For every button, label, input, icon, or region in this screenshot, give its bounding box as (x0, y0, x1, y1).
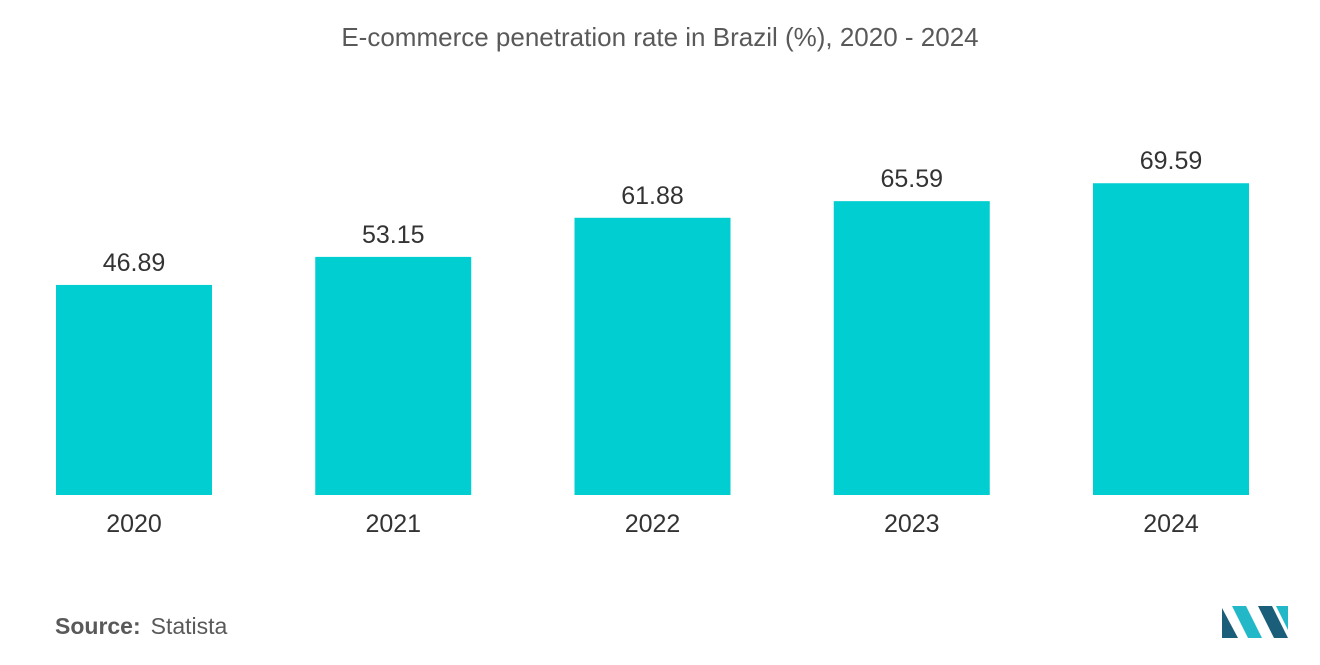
bar-2023 (833, 201, 990, 495)
chart-title: E-commerce penetration rate in Brazil (%… (341, 22, 979, 52)
bar-2020 (56, 284, 212, 495)
x-tick-label-2022: 2022 (625, 510, 681, 538)
logo-mid-stroke (1232, 606, 1262, 638)
x-tick-label-2020: 2020 (106, 510, 162, 538)
bar-2021 (315, 256, 472, 495)
x-tick-label-2021: 2021 (365, 510, 421, 538)
bar-chart: 46.89 2020 53.15 2021 61.88 2022 65.59 2023 69.5… (56, 147, 1249, 538)
data-label-2024: 69.59 (1140, 147, 1203, 175)
data-label-2021: 53.15 (362, 221, 425, 249)
data-label-2022: 61.88 (621, 182, 684, 210)
source-label: Source: (55, 613, 141, 639)
source-note: Source: Statista (55, 613, 227, 640)
source-value: Statista (150, 613, 228, 639)
brand-logo-icon (1222, 606, 1288, 638)
bar-2024 (1093, 183, 1249, 495)
logo-right-stroke (1258, 606, 1288, 638)
x-tick-label-2024: 2024 (1143, 510, 1199, 538)
bar-2022 (574, 217, 731, 496)
x-tick-label-2023: 2023 (884, 510, 940, 538)
data-label-2020: 46.89 (103, 249, 166, 277)
logo-tail (1276, 606, 1288, 630)
logo-left-stroke (1222, 608, 1238, 638)
data-label-2023: 65.59 (880, 165, 943, 193)
